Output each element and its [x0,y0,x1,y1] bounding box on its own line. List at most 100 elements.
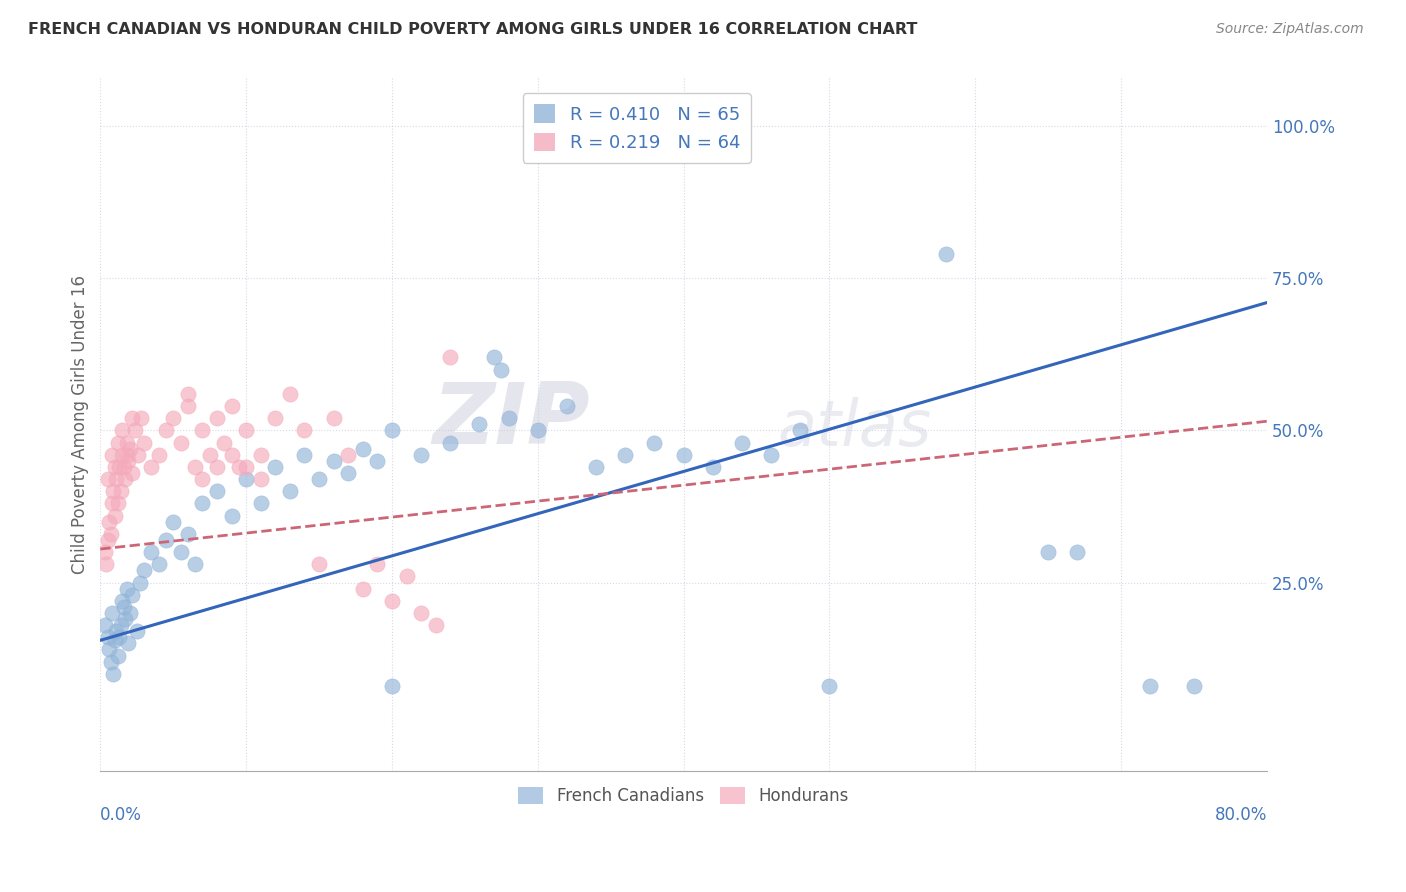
Point [118,606,141,620]
Text: 80.0%: 80.0% [1215,805,1267,824]
Point [308,472,330,486]
Point [235,459,257,474]
Point [308,558,330,572]
Point [205,411,228,425]
Point [191,472,214,486]
Point [162,515,184,529]
Point [198,448,221,462]
Point [672,448,695,462]
Text: atlas: atlas [778,397,931,458]
Point [141,459,163,474]
Point [127,448,149,462]
Point [352,582,374,596]
Point [249,472,271,486]
Point [1066,545,1088,559]
Point [169,435,191,450]
Point [108,630,131,644]
Point [101,606,124,620]
Point [129,411,152,425]
Point [221,448,243,462]
Point [104,459,127,474]
Text: 0.0%: 0.0% [100,805,142,824]
Point [264,411,287,425]
Point [585,459,607,474]
Point [337,448,360,462]
Point [294,423,316,437]
Point [132,435,155,450]
Point [439,435,461,450]
Point [108,459,131,474]
Point [395,569,418,583]
Point [366,454,388,468]
Point [141,545,163,559]
Point [107,648,129,663]
Point [111,423,134,437]
Point [121,588,143,602]
Point [702,459,724,474]
Point [104,508,127,523]
Point [214,435,236,450]
Point [98,515,121,529]
Point [249,448,271,462]
Legend: French Canadians, Hondurans: French Canadians, Hondurans [512,780,856,812]
Point [1036,545,1059,559]
Point [643,435,665,450]
Point [614,448,637,462]
Point [110,484,132,499]
Point [731,435,754,450]
Point [235,423,257,437]
Point [411,606,433,620]
Point [221,399,243,413]
Point [112,459,135,474]
Point [104,633,127,648]
Point [184,558,207,572]
Point [100,655,122,669]
Point [482,351,505,365]
Y-axis label: Child Poverty Among Girls Under 16: Child Poverty Among Girls Under 16 [72,275,89,574]
Point [366,558,388,572]
Point [184,459,207,474]
Point [468,417,491,432]
Point [381,679,404,693]
Point [96,558,118,572]
Point [101,496,124,510]
Point [381,423,404,437]
Point [148,558,170,572]
Point [103,484,125,499]
Point [121,466,143,480]
Text: ZIP: ZIP [433,379,591,462]
Point [101,448,124,462]
Point [205,459,228,474]
Point [818,679,841,693]
Point [110,618,132,632]
Point [177,399,200,413]
Point [1182,679,1205,693]
Text: FRENCH CANADIAN VS HONDURAN CHILD POVERTY AMONG GIRLS UNDER 16 CORRELATION CHART: FRENCH CANADIAN VS HONDURAN CHILD POVERT… [28,22,918,37]
Point [93,618,115,632]
Point [278,484,301,499]
Point [411,448,433,462]
Point [322,411,344,425]
Point [759,448,782,462]
Point [169,545,191,559]
Point [177,526,200,541]
Point [115,435,138,450]
Point [1139,679,1161,693]
Point [935,247,957,261]
Point [177,387,200,401]
Point [100,526,122,541]
Point [97,533,120,547]
Point [132,563,155,577]
Point [118,442,141,456]
Point [111,593,134,607]
Point [97,472,120,486]
Point [352,442,374,456]
Text: Source: ZipAtlas.com: Source: ZipAtlas.com [1216,22,1364,37]
Point [155,533,177,547]
Point [111,448,134,462]
Point [162,411,184,425]
Point [322,454,344,468]
Point [294,448,316,462]
Point [278,387,301,401]
Point [114,612,136,626]
